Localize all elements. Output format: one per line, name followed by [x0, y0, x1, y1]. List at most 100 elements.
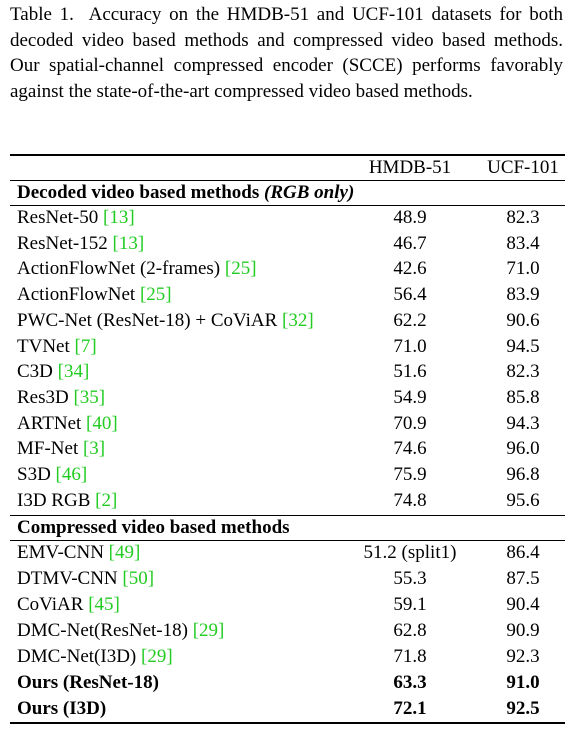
- citation: [35]: [73, 386, 106, 408]
- citation: [2]: [95, 489, 118, 511]
- method-name: DMC-Net(I3D): [17, 646, 137, 667]
- caption-label: Table 1.: [10, 4, 74, 25]
- section-title-text: Compressed video based methods: [17, 517, 290, 538]
- method-cell: MF-Net [3]: [17, 437, 105, 461]
- method-cell: Ours (ResNet-18): [17, 671, 159, 695]
- value-cell: 94.5: [506, 335, 540, 357]
- value-cell: 55.3: [393, 568, 427, 589]
- method-name: EMV-CNN: [17, 542, 104, 563]
- value-cell: 51.6: [393, 361, 427, 383]
- value-cell: 87.5: [506, 568, 540, 589]
- section-title-italic: (RGB only): [264, 182, 355, 203]
- value-cell: 91.0: [506, 672, 540, 693]
- value-cell: 86.4: [506, 542, 540, 563]
- method-cell: ResNet-50 [13]: [17, 206, 135, 230]
- method-name: S3D: [17, 464, 51, 485]
- value-cell: 90.9: [506, 620, 540, 641]
- value-cell: 90.6: [506, 309, 540, 331]
- method-cell: S3D [46]: [17, 463, 87, 487]
- value-cell: 54.9: [393, 386, 427, 408]
- column-header: HMDB-51: [368, 157, 452, 178]
- method-cell: I3D RGB [2]: [17, 489, 117, 513]
- method-cell: PWC-Net (ResNet-18) + CoViAR [32]: [17, 309, 314, 333]
- citation: [45]: [88, 594, 120, 615]
- method-cell: EMV-CNN [49]: [17, 541, 140, 565]
- value-cell: 74.6: [393, 438, 427, 460]
- value-cell: 56.4: [393, 284, 427, 306]
- value-cell: 82.3: [506, 207, 540, 228]
- method-cell: ARTNet [40]: [17, 412, 118, 436]
- value-cell: 51.2 (split1): [363, 542, 457, 563]
- method-name: MF-Net: [17, 438, 79, 460]
- value-cell: 82.3: [506, 361, 540, 383]
- method-cell: ActionFlowNet [25]: [17, 283, 172, 307]
- citation: [3]: [82, 438, 106, 460]
- citation: [13]: [112, 232, 145, 254]
- method-cell: DMC-Net(I3D) [29]: [17, 645, 173, 669]
- caption: Table 1. Accuracy on the HMDB-51 and UCF…: [10, 2, 563, 105]
- value-cell: 63.3: [393, 672, 427, 693]
- value-cell: 95.6: [506, 489, 540, 511]
- citation: [7]: [74, 335, 97, 357]
- citation: [25]: [224, 258, 257, 280]
- method-name: Res3D: [17, 386, 69, 408]
- value-cell: 92.3: [506, 646, 540, 667]
- value-cell: 75.9: [393, 464, 427, 485]
- value-cell: 42.6: [393, 258, 427, 280]
- method-name: ARTNet: [17, 412, 82, 434]
- value-cell: 71.0: [506, 258, 540, 280]
- citation: [40]: [86, 412, 118, 434]
- rule: [10, 540, 565, 541]
- value-cell: 72.1: [393, 698, 427, 719]
- citation: [25]: [139, 284, 172, 306]
- method-cell: ResNet-152 [13]: [17, 232, 144, 256]
- method-name: I3D RGB: [17, 489, 91, 511]
- value-cell: 94.3: [506, 412, 540, 434]
- value-cell: 71.0: [393, 335, 427, 357]
- citation: [32]: [282, 309, 314, 331]
- value-cell: 70.9: [393, 412, 427, 434]
- method-name: ResNet-50: [17, 207, 99, 228]
- method-cell: ActionFlowNet (2-frames) [25]: [17, 257, 257, 281]
- citation: [50]: [122, 568, 155, 589]
- rule: [10, 180, 565, 181]
- method-name: ActionFlowNet (2-frames): [17, 258, 221, 280]
- column-header: UCF-101: [487, 157, 559, 178]
- value-cell: 83.4: [506, 232, 540, 254]
- method-name: Ours (I3D): [17, 698, 107, 719]
- citation: [29]: [192, 620, 225, 641]
- citation: [46]: [55, 464, 88, 485]
- section-title: Decoded video based methods (RGB only): [17, 181, 354, 205]
- value-cell: 46.7: [393, 232, 427, 254]
- method-name: Ours (ResNet-18): [17, 672, 159, 693]
- rule: [10, 722, 565, 724]
- citation: [13]: [103, 207, 135, 228]
- method-cell: DTMV-CNN [50]: [17, 567, 154, 591]
- citation: [29]: [141, 646, 173, 667]
- rule: [10, 154, 565, 156]
- method-cell: DMC-Net(ResNet-18) [29]: [17, 619, 224, 643]
- method-cell: Res3D [35]: [17, 386, 105, 410]
- method-cell: CoViAR [45]: [17, 593, 120, 617]
- value-cell: 83.9: [506, 284, 540, 306]
- value-cell: 92.5: [506, 698, 540, 719]
- value-cell: 48.9: [393, 207, 427, 228]
- section-title: Compressed video based methods: [17, 516, 290, 540]
- value-cell: 96.0: [506, 438, 540, 460]
- value-cell: 96.8: [506, 464, 540, 485]
- citation: [49]: [108, 542, 141, 563]
- method-name: PWC-Net (ResNet-18) + CoViAR: [17, 309, 278, 331]
- value-cell: 90.4: [506, 594, 540, 615]
- citation: [34]: [57, 361, 90, 383]
- method-name: TVNet: [17, 335, 70, 357]
- method-name: ResNet-152: [17, 232, 108, 254]
- value-cell: 71.8: [393, 646, 427, 667]
- value-cell: 74.8: [393, 489, 427, 511]
- method-cell: Ours (I3D): [17, 697, 106, 721]
- section-title-text: Decoded video based methods: [17, 182, 260, 203]
- method-name: ActionFlowNet: [17, 284, 136, 306]
- caption-text: Accuracy on the HMDB-51 and UCF-101 data…: [10, 4, 563, 103]
- rule: [10, 205, 565, 206]
- value-cell: 59.1: [393, 594, 427, 615]
